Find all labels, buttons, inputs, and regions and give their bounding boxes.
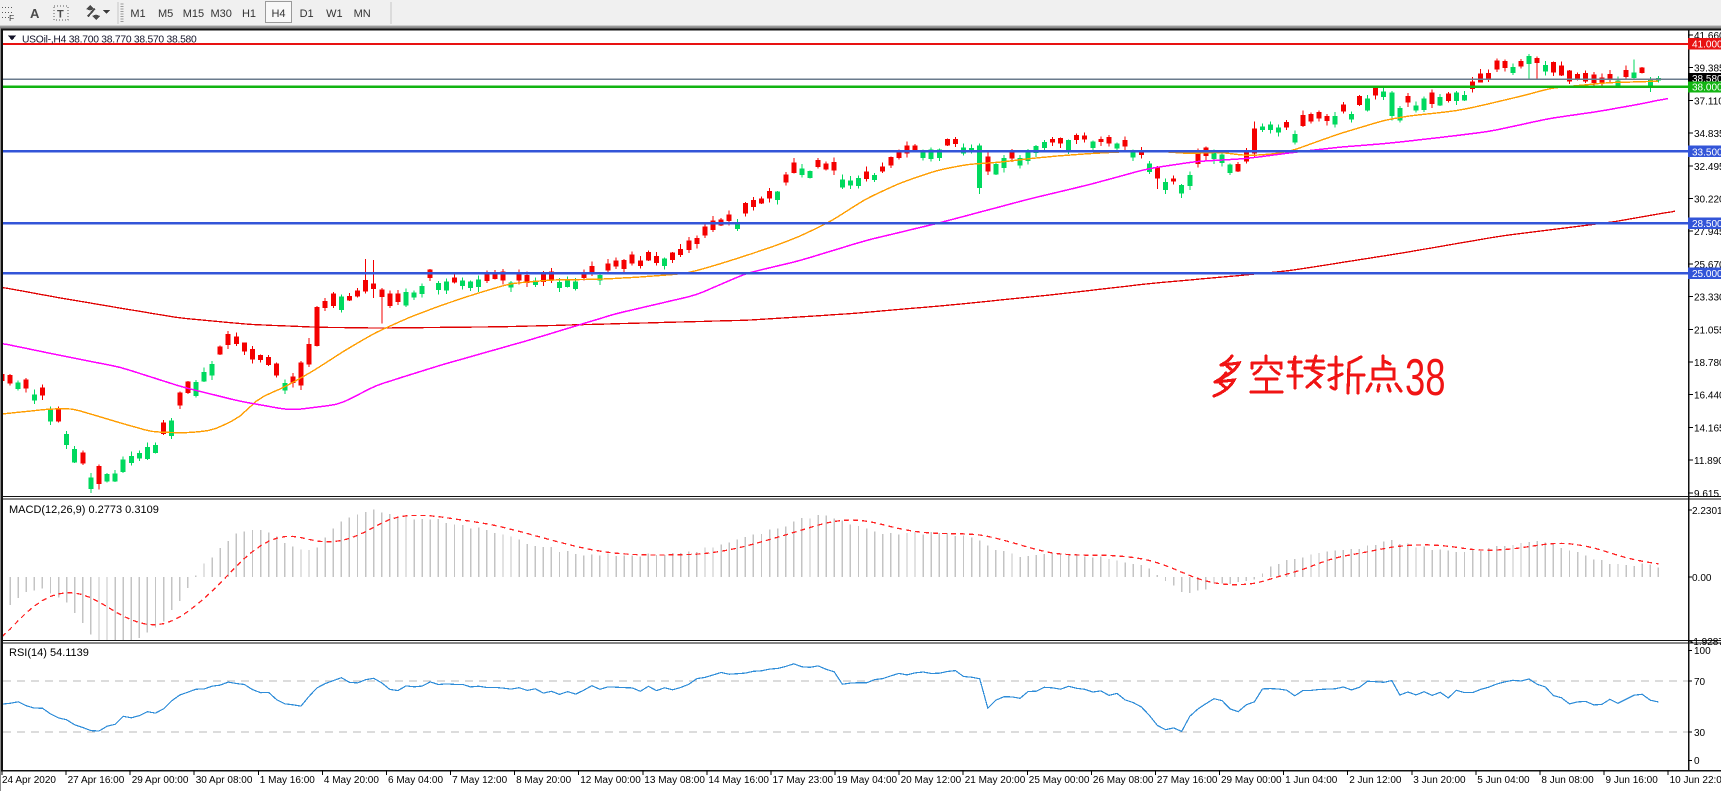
svg-text:MACD(12,26,9) 0.2773 0.3109: MACD(12,26,9) 0.2773 0.3109 <box>9 504 159 516</box>
svg-text:USOil-,H4 38.700 38.770 38.57: USOil-,H4 38.700 38.770 38.570 38.580 <box>22 35 197 46</box>
svg-text:38: 38 <box>1405 347 1445 406</box>
svg-text:6 May 04:00: 6 May 04:00 <box>388 775 443 786</box>
svg-text:100: 100 <box>1694 646 1711 657</box>
svg-text:17 May 23:00: 17 May 23:00 <box>773 775 834 786</box>
svg-text:9.615: 9.615 <box>1694 489 1719 500</box>
svg-text:H1: H1 <box>242 8 256 20</box>
svg-text:2 Jun 12:00: 2 Jun 12:00 <box>1349 775 1402 786</box>
svg-text:18.780: 18.780 <box>1694 358 1721 369</box>
svg-text:-1.9287: -1.9287 <box>1690 637 1721 648</box>
svg-text:26 May 08:00: 26 May 08:00 <box>1093 775 1154 786</box>
svg-text:M5: M5 <box>158 8 173 20</box>
svg-text:16.440: 16.440 <box>1694 391 1721 402</box>
svg-text:27.945: 27.945 <box>1694 227 1721 238</box>
svg-text:14.165: 14.165 <box>1694 423 1721 434</box>
svg-text:3 Jun 20:00: 3 Jun 20:00 <box>1413 775 1466 786</box>
svg-text:28.500: 28.500 <box>1692 219 1721 230</box>
svg-text:30.220: 30.220 <box>1694 195 1721 206</box>
svg-text:24 Apr 2020: 24 Apr 2020 <box>2 775 56 786</box>
svg-text:10 Jun 22:00: 10 Jun 22:00 <box>1670 775 1721 786</box>
svg-text:34.835: 34.835 <box>1694 129 1721 140</box>
svg-text:MN: MN <box>354 8 371 20</box>
svg-text:0: 0 <box>1694 756 1700 767</box>
svg-text:T: T <box>57 9 64 21</box>
svg-text:21.055: 21.055 <box>1694 325 1721 336</box>
svg-text:8 Jun 08:00: 8 Jun 08:00 <box>1541 775 1594 786</box>
svg-text:7 May 12:00: 7 May 12:00 <box>452 775 507 786</box>
svg-text:11.890: 11.890 <box>1694 456 1721 467</box>
svg-text:32.495: 32.495 <box>1694 162 1721 173</box>
svg-text:39.385: 39.385 <box>1694 64 1721 75</box>
svg-text:8 May 20:00: 8 May 20:00 <box>516 775 571 786</box>
svg-text:25 May 00:00: 25 May 00:00 <box>1029 775 1090 786</box>
svg-text:5 Jun 04:00: 5 Jun 04:00 <box>1477 775 1530 786</box>
svg-text:0.00: 0.00 <box>1692 573 1712 584</box>
svg-text:2.2301: 2.2301 <box>1692 506 1721 517</box>
svg-text:30 Apr 08:00: 30 Apr 08:00 <box>196 775 253 786</box>
svg-text:RSI(14) 54.1139: RSI(14) 54.1139 <box>9 647 89 659</box>
svg-text:A: A <box>30 6 40 21</box>
svg-text:41.000: 41.000 <box>1692 40 1721 51</box>
svg-text:27 Apr 16:00: 27 Apr 16:00 <box>68 775 125 786</box>
svg-text:M15: M15 <box>183 8 204 20</box>
svg-text:20 May 12:00: 20 May 12:00 <box>901 775 962 786</box>
svg-text:27 May 16:00: 27 May 16:00 <box>1157 775 1218 786</box>
svg-text:13 May 08:00: 13 May 08:00 <box>644 775 705 786</box>
svg-text:4 May 20:00: 4 May 20:00 <box>324 775 379 786</box>
svg-text:29 May 00:00: 29 May 00:00 <box>1221 775 1282 786</box>
svg-text:1 May 16:00: 1 May 16:00 <box>260 775 315 786</box>
svg-text:30: 30 <box>1694 728 1706 739</box>
svg-text:12 May 00:00: 12 May 00:00 <box>580 775 641 786</box>
svg-text:M30: M30 <box>210 8 231 20</box>
svg-text:33.500: 33.500 <box>1692 147 1721 158</box>
svg-text:37.110: 37.110 <box>1694 96 1721 107</box>
svg-text:25.670: 25.670 <box>1694 260 1721 271</box>
svg-text:41.660: 41.660 <box>1694 31 1721 42</box>
svg-text:D1: D1 <box>300 8 314 20</box>
svg-text:19 May 04:00: 19 May 04:00 <box>837 775 898 786</box>
svg-text:14 May 16:00: 14 May 16:00 <box>708 775 769 786</box>
svg-text:38.580: 38.580 <box>1692 74 1721 85</box>
svg-text:70: 70 <box>1694 677 1706 688</box>
svg-text:38.000: 38.000 <box>1692 83 1721 94</box>
svg-text:H4: H4 <box>271 8 285 20</box>
svg-text:29 Apr 00:00: 29 Apr 00:00 <box>132 775 189 786</box>
svg-text:1 Jun 04:00: 1 Jun 04:00 <box>1285 775 1338 786</box>
svg-text:9 Jun 16:00: 9 Jun 16:00 <box>1606 775 1659 786</box>
svg-text:M1: M1 <box>130 8 145 20</box>
svg-text:W1: W1 <box>326 8 343 20</box>
svg-text:F: F <box>9 13 14 23</box>
svg-text:25.000: 25.000 <box>1692 269 1721 280</box>
svg-text:21 May 20:00: 21 May 20:00 <box>965 775 1026 786</box>
svg-text:23.330: 23.330 <box>1694 293 1721 304</box>
